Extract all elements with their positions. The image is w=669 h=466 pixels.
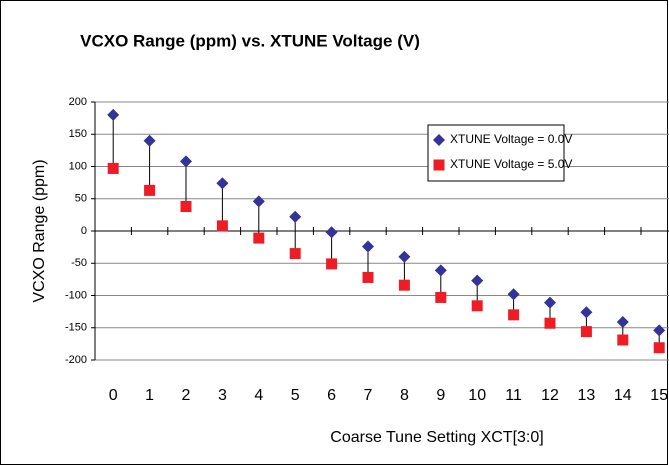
data-point xyxy=(507,288,520,301)
x-tick-label: 1 xyxy=(145,387,154,404)
data-point xyxy=(143,134,156,147)
legend-label: XTUNE Voltage = 0.0V xyxy=(450,132,572,146)
data-point xyxy=(362,271,374,283)
legend-box xyxy=(427,124,565,182)
x-tick-label: 9 xyxy=(436,387,445,404)
data-point xyxy=(544,317,556,329)
data-point xyxy=(326,258,338,270)
x-tick-label: 10 xyxy=(468,387,486,404)
data-point xyxy=(180,200,192,212)
data-point xyxy=(216,220,228,232)
y-tick-label: -150 xyxy=(65,322,87,334)
data-point xyxy=(471,274,484,287)
y-tick-label: 200 xyxy=(69,96,87,108)
x-tick-label: 11 xyxy=(505,387,522,404)
legend-marker xyxy=(433,159,445,171)
x-tick-label: 3 xyxy=(218,387,227,404)
data-point xyxy=(180,155,192,168)
chart-title: VCXO Range (ppm) vs. XTUNE Voltage (V) xyxy=(80,31,420,50)
data-point xyxy=(144,184,156,196)
legend-marker xyxy=(433,134,445,146)
x-axis-label: Coarse Tune Setting XCT[3:0] xyxy=(330,429,543,446)
data-point xyxy=(107,108,120,121)
y-axis-label: VCXO Range (ppm) xyxy=(31,159,48,302)
data-point xyxy=(653,324,666,337)
data-point xyxy=(580,326,592,338)
data-point xyxy=(252,195,265,208)
x-tick-label: 5 xyxy=(291,387,300,404)
y-tick-label: 0 xyxy=(81,225,87,237)
data-point xyxy=(362,240,374,253)
data-point xyxy=(653,342,665,354)
data-point xyxy=(253,232,265,244)
data-point xyxy=(216,177,229,190)
data-point xyxy=(434,264,447,277)
data-point xyxy=(325,226,338,239)
x-tick-label: 7 xyxy=(364,387,373,404)
data-point xyxy=(398,279,410,291)
x-tick-label: 0 xyxy=(109,387,118,404)
data-point xyxy=(616,315,629,328)
y-tick-label: 150 xyxy=(69,128,87,140)
x-tick-label: 6 xyxy=(327,387,336,404)
data-point xyxy=(471,300,483,312)
x-tick-label: 15 xyxy=(650,387,668,404)
data-point xyxy=(617,334,629,346)
y-tick-label: -50 xyxy=(71,257,87,269)
data-point xyxy=(435,291,447,303)
data-point xyxy=(289,248,301,260)
y-tick-label: 50 xyxy=(75,193,87,205)
x-tick-label: 13 xyxy=(578,387,596,404)
y-tick-label: -100 xyxy=(65,289,87,301)
x-tick-label: 2 xyxy=(182,387,191,404)
data-point xyxy=(107,162,119,174)
legend-label: XTUNE Voltage = 5.0V xyxy=(450,157,572,171)
x-tick-label: 12 xyxy=(541,387,559,404)
y-tick-label: -200 xyxy=(65,354,87,366)
x-tick-label: 8 xyxy=(400,387,409,404)
data-point xyxy=(508,309,520,321)
x-tick-label: 4 xyxy=(254,387,263,404)
x-tick-label: 14 xyxy=(614,387,632,404)
y-tick-label: 100 xyxy=(69,160,87,172)
data-point xyxy=(289,210,302,223)
data-point xyxy=(398,250,411,263)
data-point xyxy=(580,306,593,319)
data-point xyxy=(544,296,556,309)
